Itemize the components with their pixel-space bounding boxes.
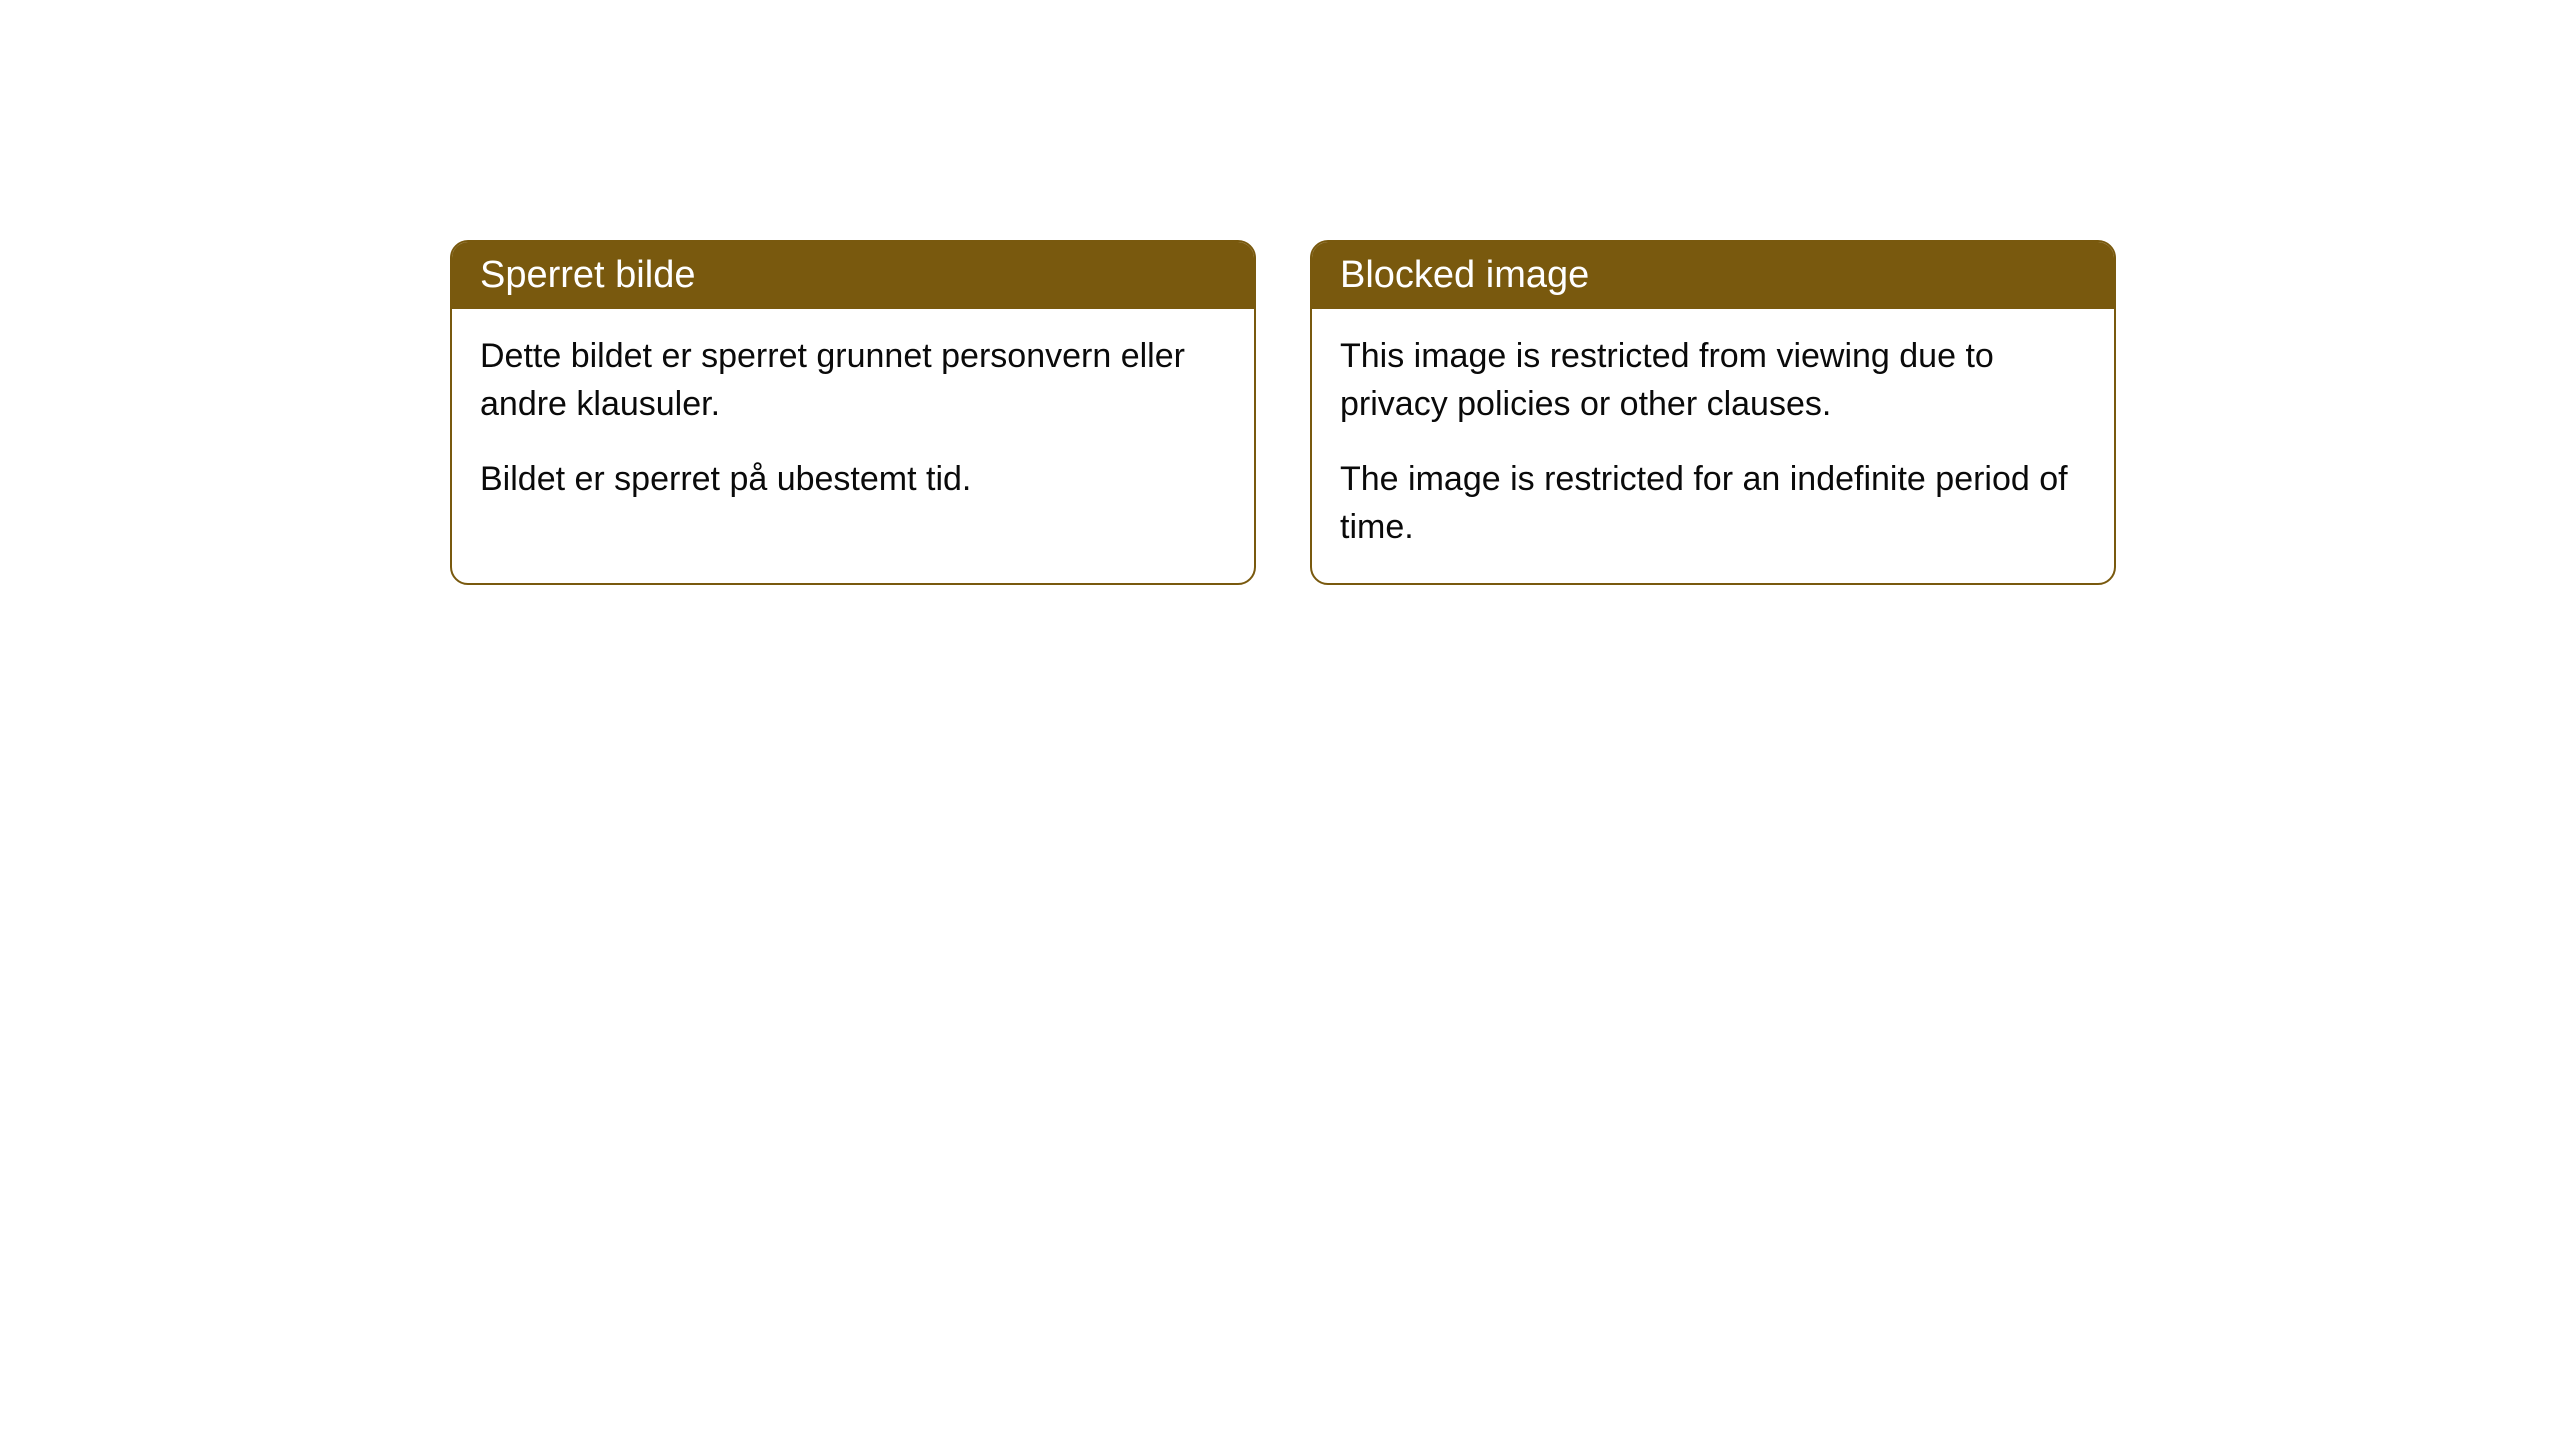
card-english: Blocked image This image is restricted f… (1310, 240, 2116, 585)
card-header-norwegian: Sperret bilde (452, 242, 1254, 309)
card-paragraph-1-english: This image is restricted from viewing du… (1340, 333, 2086, 428)
card-paragraph-1-norwegian: Dette bildet er sperret grunnet personve… (480, 333, 1226, 428)
card-body-english: This image is restricted from viewing du… (1312, 309, 2114, 583)
card-norwegian: Sperret bilde Dette bildet er sperret gr… (450, 240, 1256, 585)
card-paragraph-2-norwegian: Bildet er sperret på ubestemt tid. (480, 456, 1226, 504)
card-header-english: Blocked image (1312, 242, 2114, 309)
card-paragraph-2-english: The image is restricted for an indefinit… (1340, 456, 2086, 551)
card-title-norwegian: Sperret bilde (480, 254, 695, 296)
card-body-norwegian: Dette bildet er sperret grunnet personve… (452, 309, 1254, 536)
cards-container: Sperret bilde Dette bildet er sperret gr… (450, 240, 2116, 585)
card-title-english: Blocked image (1340, 254, 1589, 296)
